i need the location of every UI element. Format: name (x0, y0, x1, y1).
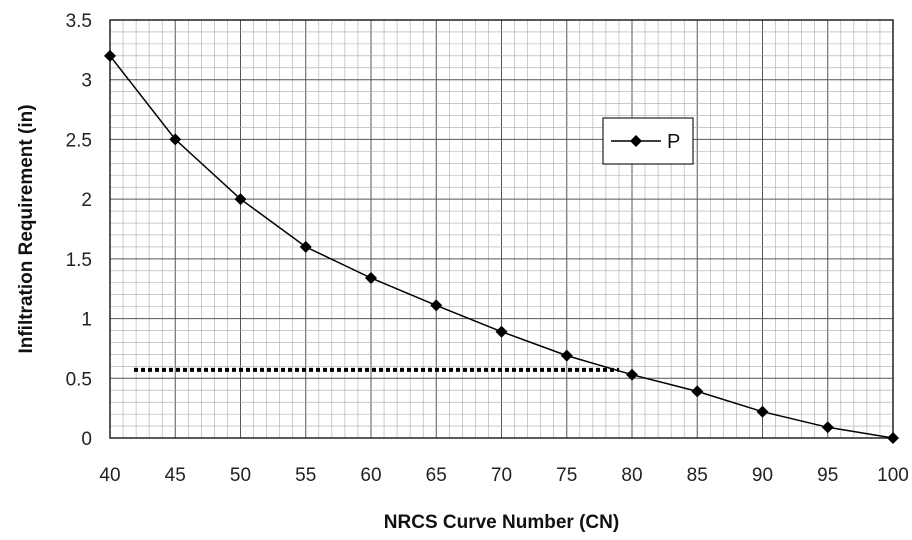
x-tick-label: 90 (752, 465, 773, 486)
y-tick-label: 3.5 (66, 11, 92, 32)
y-tick-labels: 0 0.5 1 1.5 2 2.5 3 3.5 (66, 11, 92, 450)
data-point-diamond (299, 240, 312, 253)
data-point-diamond (430, 299, 443, 312)
legend: P (602, 117, 694, 165)
x-tick-label: 55 (295, 465, 316, 486)
data-point-diamond (887, 432, 899, 444)
data-point-diamond (691, 385, 704, 398)
y-tick-label: 2 (81, 190, 92, 211)
legend-label: P (667, 131, 680, 153)
x-tick-label: 80 (621, 465, 642, 486)
data-point-diamond (365, 271, 377, 284)
y-tick-label: 2.5 (66, 130, 92, 151)
data-point-diamond (756, 405, 769, 418)
grid (109, 19, 894, 439)
data-point-diamond (821, 421, 834, 434)
y-tick-label: 3 (81, 71, 92, 92)
x-tick-label: 100 (877, 465, 909, 486)
data-point-diamond (169, 133, 182, 146)
x-tick-label: 50 (230, 465, 251, 486)
y-tick-label: 0.5 (66, 369, 92, 390)
data-point-diamond (234, 193, 247, 206)
x-axis-title: NRCS Curve Number (CN) (384, 512, 619, 533)
x-tick-label: 65 (426, 465, 447, 486)
data-point-diamond (495, 325, 508, 338)
y-axis-title: Infiltration Requirement (in) (16, 104, 37, 353)
x-tick-label: 70 (491, 465, 512, 486)
x-tick-label: 85 (687, 465, 708, 486)
x-tick-labels: 40 45 50 55 60 65 70 75 80 85 90 95 100 (99, 465, 908, 486)
series-group (104, 49, 899, 444)
data-point-diamond (626, 368, 638, 381)
y-tick-label: 0 (81, 429, 92, 450)
plot-frame (109, 19, 894, 439)
data-point-diamond (560, 349, 573, 362)
y-tick-label: 1 (81, 310, 92, 331)
y-tick-label: 1.5 (66, 250, 92, 271)
x-tick-label: 45 (165, 465, 186, 486)
x-tick-label: 95 (817, 465, 838, 486)
x-tick-label: 40 (99, 465, 120, 486)
x-tick-label: 75 (556, 465, 577, 486)
legend-diamond-icon (630, 135, 642, 147)
data-point-diamond (104, 49, 116, 62)
x-tick-label: 60 (360, 465, 381, 486)
